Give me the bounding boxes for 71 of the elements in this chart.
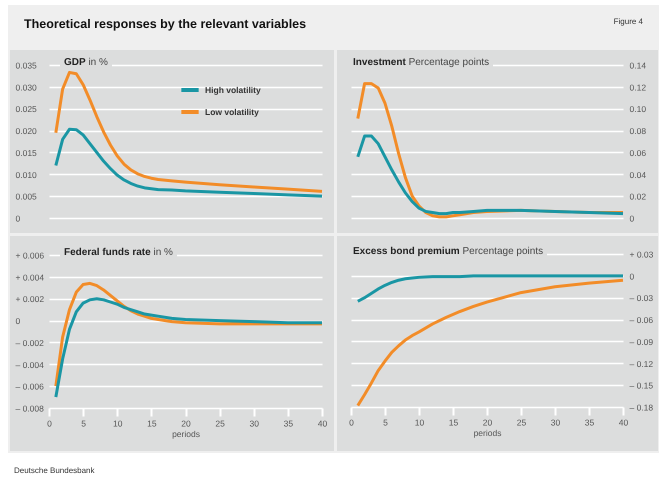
- y-tick-label: + 0.004: [16, 272, 44, 282]
- x-tick-label: 0: [47, 418, 52, 428]
- chart-subtitle: in %: [87, 57, 108, 68]
- x-axis-title: periods: [474, 428, 502, 438]
- line-series: [356, 134, 624, 216]
- y2-tick-label: – 0.09: [630, 336, 654, 347]
- y-tick-label: 0.030: [16, 82, 38, 92]
- x-axis-title: periods: [172, 429, 200, 439]
- chart-subtitle: Percentage points: [408, 57, 490, 68]
- chart-subtitle: in %: [152, 247, 173, 258]
- x-tick-label: 20: [482, 418, 492, 428]
- y2-tick-label: 0.08: [630, 126, 646, 136]
- y2-tick-label: – 0.03: [630, 293, 654, 304]
- y-tick-label: 0.015: [16, 148, 38, 158]
- line-series: [356, 278, 624, 408]
- x-tick-label: 40: [318, 418, 328, 428]
- x-tick-label: 35: [284, 418, 294, 428]
- x-tick-label: 0: [349, 418, 354, 428]
- x-tick-label: 35: [584, 418, 594, 428]
- y-tick-label: 0.005: [16, 192, 38, 202]
- x-tick-label: 5: [383, 418, 388, 428]
- y2-tick-label: 0.02: [630, 192, 646, 202]
- x-tick-label: 30: [550, 418, 560, 428]
- chart-title: GDP: [64, 57, 86, 68]
- y2-tick-label: 0.12: [630, 82, 646, 92]
- x-tick-label: 25: [215, 418, 226, 428]
- x-tick-label: 15: [448, 418, 458, 428]
- x-tick-label: 40: [618, 418, 628, 428]
- y2-tick-label: 0.06: [630, 148, 646, 158]
- legend-label: Low volatility: [205, 107, 260, 117]
- chart-subtitle: Percentage points: [461, 246, 544, 257]
- x-tick-label: 5: [81, 418, 86, 428]
- line-series: [54, 128, 324, 198]
- text: Theoretical responses by the relevant variables: [24, 17, 306, 31]
- y-tick-label: – 0.008: [16, 404, 44, 414]
- line-series: [54, 70, 324, 193]
- chart-title: Investment: [353, 57, 406, 68]
- y-tick-label: 0.035: [16, 60, 38, 70]
- caption: Figure 4: [614, 17, 643, 26]
- y2-tick-label: 0: [630, 271, 634, 282]
- y-tick-label: 0: [16, 316, 20, 326]
- y-tick-label: + 0.006: [16, 250, 44, 260]
- y2-tick-label: 0: [630, 214, 634, 224]
- chart-title: Excess bond premium: [353, 246, 460, 257]
- y-tick-label: + 0.002: [16, 294, 44, 304]
- y-tick-label: 0.020: [16, 126, 38, 136]
- line-series: [54, 297, 324, 399]
- y2-tick-label: 0.04: [630, 170, 646, 180]
- y-tick-label: – 0.004: [16, 360, 44, 370]
- y-tick-label: 0.025: [16, 104, 38, 114]
- y2-tick-label: 0.10: [630, 104, 646, 114]
- x-tick-label: 20: [181, 418, 191, 428]
- y2-tick-label: – 0.06: [630, 315, 654, 326]
- y2-tick-label: – 0.15: [630, 380, 654, 391]
- y2-tick-label: + 0.03: [630, 250, 654, 260]
- y2-tick-label: – 0.12: [630, 358, 654, 369]
- y-tick-label: 0.010: [16, 170, 38, 180]
- y-tick-label: – 0.006: [16, 382, 44, 392]
- y-tick-label: 0: [16, 214, 20, 224]
- text: Deutsche Bundesbank: [14, 466, 94, 475]
- y2-tick-label: 0.14: [630, 60, 646, 70]
- line-series: [356, 274, 624, 303]
- x-tick-label: 25: [516, 418, 526, 428]
- x-tick-label: 15: [147, 418, 157, 428]
- x-tick-label: 10: [113, 418, 123, 428]
- x-tick-label: 30: [250, 418, 260, 428]
- y-tick-label: – 0.002: [16, 338, 44, 348]
- x-tick-label: 10: [414, 418, 424, 428]
- chart-title: Federal funds rate: [64, 247, 151, 258]
- y2-tick-label: – 0.18: [630, 402, 654, 412]
- legend-label: High volatility: [205, 85, 261, 95]
